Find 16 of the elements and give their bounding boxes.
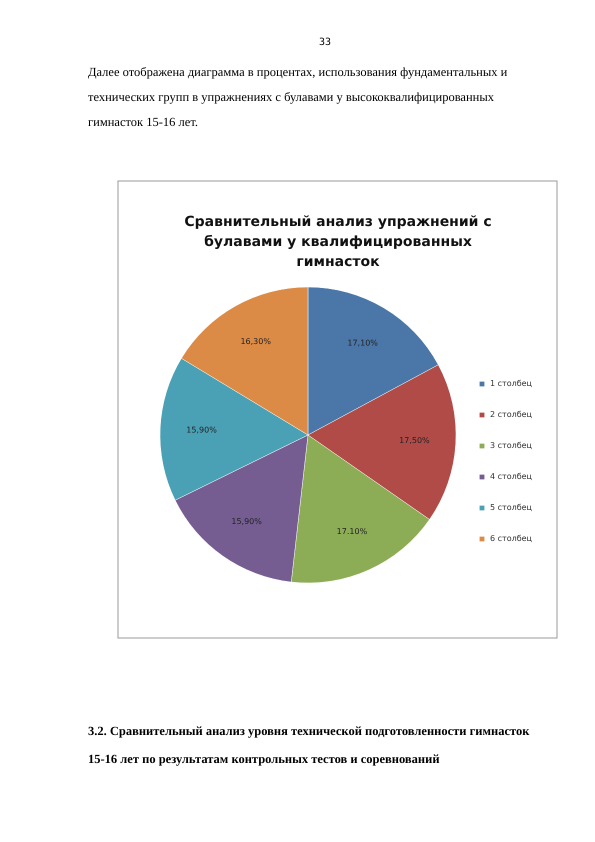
text: 3.2. Сравнительный анализ уровня технической подготовленности гимнасток 15-16 лет по результатам контрольных тестов и соревнований xyxy=(88,724,530,766)
data-label: 16,30% xyxy=(240,337,272,346)
data-label: 17,10% xyxy=(347,338,378,348)
legend-label: 6 столбец xyxy=(490,534,533,543)
data-label: 15,90% xyxy=(186,425,218,434)
text: 33 xyxy=(318,37,332,48)
legend-label: 4 столбец xyxy=(490,472,533,481)
data-label: 17,50% xyxy=(399,436,430,446)
data-label: 17.10% xyxy=(336,527,368,536)
legend-label: 2 столбец xyxy=(490,410,533,419)
data-label: 15,90% xyxy=(231,517,262,526)
legend-label: 3 столбец xyxy=(490,441,533,450)
text: Далее отображена диаграмма в процентах, использования фундаментальных и технических групп в упражнениях с булавами у высококвалифицированных гимнасток 15-16 лет. xyxy=(88,65,508,129)
chart-title: Сравнительный анализ упражнений с булавами у квалифицированных гимнасток xyxy=(184,214,492,270)
legend-label: 1 столбец xyxy=(490,379,533,388)
legend-label: 5 столбец xyxy=(490,503,533,512)
